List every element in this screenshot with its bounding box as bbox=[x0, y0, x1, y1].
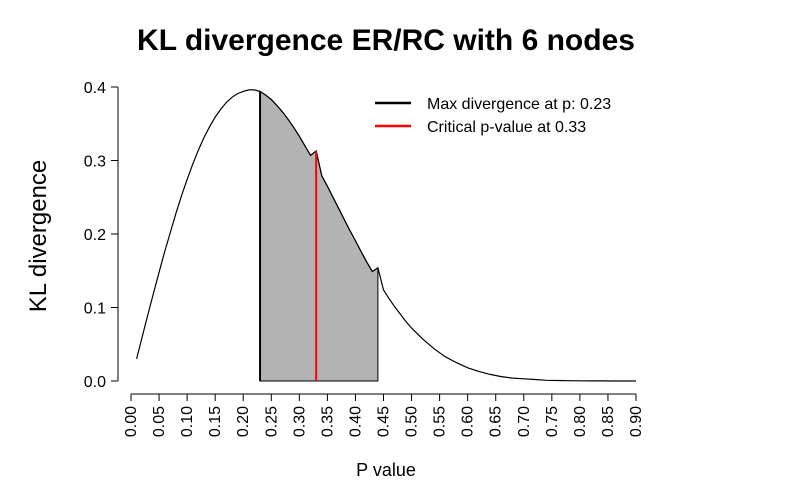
x-tick-label: 0.30 bbox=[291, 406, 308, 437]
y-tick-label: 0.0 bbox=[84, 374, 106, 391]
x-tick-label: 0.90 bbox=[628, 406, 645, 437]
x-tick-label: 0.05 bbox=[151, 406, 168, 437]
x-tick-label: 0.40 bbox=[347, 406, 364, 437]
y-tick-label: 0.1 bbox=[84, 301, 106, 318]
legend: Max divergence at p: 0.23 Critical p-valu… bbox=[375, 96, 611, 136]
x-tick-label: 0.25 bbox=[263, 406, 280, 437]
x-axis: 0.00 0.05 0.10 0.15 0.20 0.25 0.30 0.35 0.40 0.45… bbox=[123, 393, 645, 437]
y-tick-label: 0.4 bbox=[84, 80, 106, 97]
shaded-region-layer bbox=[259, 90, 379, 382]
curve-layer bbox=[136, 89, 636, 382]
x-tick-label: 0.45 bbox=[376, 406, 393, 437]
x-tick-label: 0.35 bbox=[319, 406, 336, 437]
x-axis-label: P value bbox=[356, 460, 416, 480]
x-tick-label: 0.65 bbox=[488, 406, 505, 437]
x-tick-label: 0.75 bbox=[544, 406, 561, 437]
x-tick-label: 0.70 bbox=[516, 406, 533, 437]
x-tick-label: 0.10 bbox=[179, 406, 196, 437]
x-tick-label: 0.00 bbox=[123, 406, 140, 437]
legend-entry-label: Critical p-value at 0.33 bbox=[427, 119, 586, 136]
chart-title: KL divergence ER/RC with 6 nodes bbox=[137, 24, 635, 57]
y-axis-label: KL divergence bbox=[25, 160, 52, 313]
y-axis: 0.0 0.1 0.2 0.3 0.4 bbox=[84, 80, 119, 391]
x-tick-label: 0.15 bbox=[207, 406, 224, 437]
x-tick-label: 0.20 bbox=[235, 406, 252, 437]
y-tick-label: 0.3 bbox=[84, 154, 106, 171]
shaded-region bbox=[259, 90, 379, 382]
x-tick-label: 0.60 bbox=[460, 406, 477, 437]
x-tick-label: 0.85 bbox=[600, 406, 617, 437]
legend-entry-label: Max divergence at p: 0.23 bbox=[427, 96, 611, 113]
vertical-lines-layer bbox=[259, 91, 318, 381]
kl-divergence-curve bbox=[136, 89, 636, 382]
x-tick-label: 0.55 bbox=[432, 406, 449, 437]
y-tick-label: 0.2 bbox=[84, 227, 106, 244]
x-tick-label: 0.80 bbox=[572, 406, 589, 437]
x-tick-label: 0.50 bbox=[404, 406, 421, 437]
